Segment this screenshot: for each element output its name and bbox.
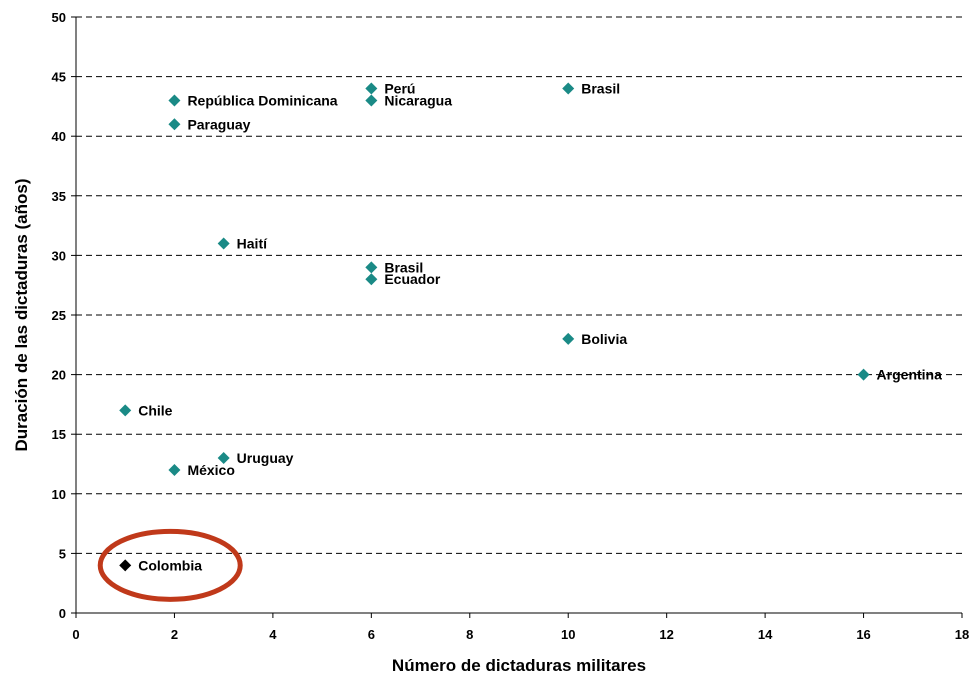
x-tick-label: 14: [758, 627, 773, 642]
data-label: Argentina: [877, 367, 943, 383]
y-axis-title: Duración de las dictaduras (años): [12, 178, 31, 451]
data-point: [168, 94, 181, 107]
x-axis-title: Número de dictaduras militares: [392, 656, 646, 675]
data-point: [365, 82, 378, 95]
data-point: [168, 118, 181, 131]
x-tick-label: 4: [269, 627, 277, 642]
highlight-circle: [97, 528, 243, 602]
data-point: [119, 559, 132, 572]
x-tick-label: 16: [856, 627, 870, 642]
data-label: Perú: [384, 81, 415, 97]
gridlines: [76, 16, 962, 554]
x-tick-label: 2: [171, 627, 178, 642]
x-tick-label: 10: [561, 627, 575, 642]
data-label: México: [187, 462, 234, 478]
data-label: Colombia: [138, 557, 202, 573]
data-point: [365, 273, 378, 286]
data-label: Bolivia: [581, 331, 627, 347]
data-label: Nicaragua: [384, 92, 452, 108]
y-tick-label: 10: [52, 487, 66, 502]
y-tick-label: 35: [52, 189, 66, 204]
highlight-circle-layer: [97, 528, 243, 602]
tick-labels: 0 5 10 15 20 25 30 35 40 45 50 0 2 4 6 8 10 12 14 16 18: [52, 10, 970, 642]
data-label: Uruguay: [237, 450, 294, 466]
data-label: Paraguay: [187, 116, 250, 132]
data-point: [857, 368, 870, 381]
y-tick-label: 50: [52, 10, 66, 25]
data-points: [119, 82, 870, 572]
y-tick-label: 15: [52, 427, 66, 442]
y-tick-label: 25: [52, 308, 66, 323]
data-label: Brasil: [581, 81, 620, 97]
data-label: Ecuador: [384, 271, 441, 287]
data-point: [365, 94, 378, 107]
data-point: [119, 404, 132, 417]
x-tick-label: 8: [466, 627, 473, 642]
x-tick-label: 0: [72, 627, 79, 642]
y-tick-label: 45: [52, 70, 66, 85]
data-point: [217, 452, 230, 465]
point-labels: República Dominicana Paraguay PerúNicaragu…: [138, 81, 942, 574]
data-point: [168, 463, 181, 476]
data-point: [217, 237, 230, 250]
data-label: Haití: [237, 235, 268, 251]
data-point: [562, 332, 575, 345]
y-tick-label: 20: [52, 368, 66, 383]
data-label: República Dominicana: [187, 92, 337, 108]
data-label: Chile: [138, 402, 172, 418]
data-point: [562, 82, 575, 95]
x-tick-label: 18: [955, 627, 969, 642]
axes: [71, 16, 963, 618]
y-tick-label: 30: [52, 248, 66, 263]
y-tick-label: 5: [59, 546, 66, 561]
x-tick-label: 12: [659, 627, 673, 642]
y-tick-label: 0: [59, 606, 66, 621]
x-tick-label: 6: [368, 627, 375, 642]
data-label: Brasil: [384, 259, 423, 275]
y-tick-label: 40: [52, 129, 66, 144]
data-point: [365, 261, 378, 274]
